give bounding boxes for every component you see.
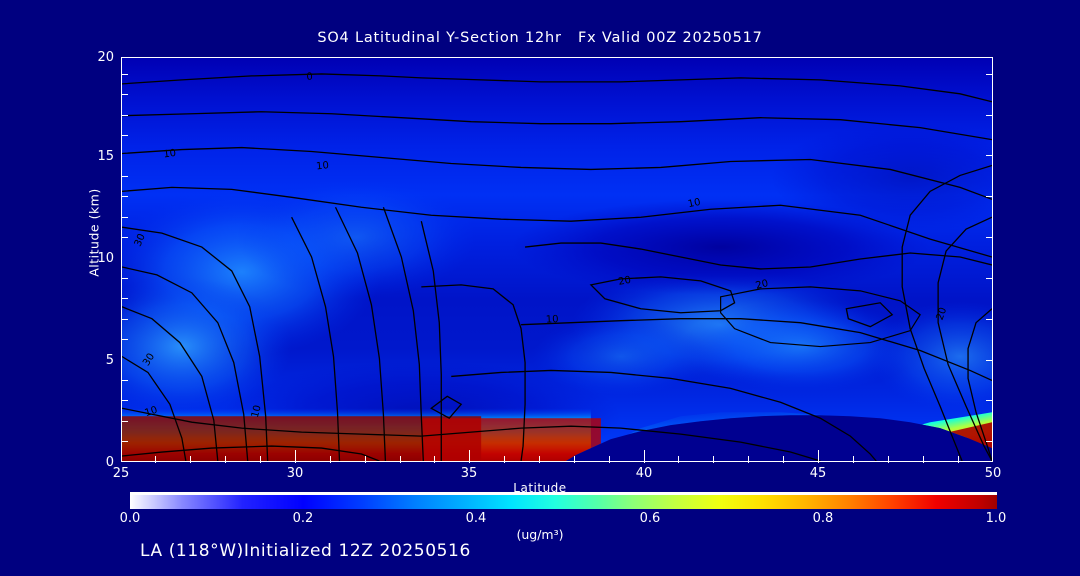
- x-tick-50: 50: [984, 466, 1002, 481]
- axis-tick: [678, 456, 680, 463]
- axis-tick: [609, 456, 611, 463]
- axis-tick: [121, 400, 128, 402]
- axis-tick: [986, 319, 993, 321]
- axis-tick: [121, 380, 128, 382]
- axis-tick: [190, 456, 192, 463]
- contour-labels: 0 10 10 10 10 20 20 20 30 30 10 10: [133, 71, 950, 419]
- y-tick-20: 20: [97, 50, 114, 65]
- contour-label: 10: [316, 160, 330, 172]
- colorbar-tick-4: 0.8: [812, 511, 834, 526]
- axis-tick: [986, 237, 993, 239]
- colorbar-units-label: (ug/m³): [516, 527, 564, 542]
- colorbar-tick-3: 0.6: [639, 511, 661, 526]
- axis-tick: [644, 450, 646, 463]
- chart-title: SO4 Latitudinal Y-Section 12hr Fx Valid …: [317, 30, 763, 46]
- contour-label: 10: [546, 314, 559, 326]
- axis-tick: [121, 298, 128, 300]
- axis-tick: [121, 278, 128, 280]
- axis-tick: [986, 155, 993, 157]
- colorbar-tick-1: 0.2: [292, 511, 314, 526]
- axis-tick: [121, 441, 128, 443]
- x-tick-40: 40: [635, 466, 653, 481]
- axis-tick: [121, 115, 128, 117]
- axis-tick: [365, 456, 367, 463]
- colorbar[interactable]: [130, 495, 997, 509]
- axis-tick: [121, 217, 128, 219]
- cross-section-field: 0 10 10 10 10 20 20 20 30 30 10 10: [122, 58, 992, 461]
- contour-label-extra: 10: [143, 405, 158, 419]
- x-axis-label: Latitude: [513, 481, 567, 495]
- contour-label: 10: [163, 148, 177, 161]
- contour-label: 30: [133, 232, 148, 248]
- axis-tick: [121, 135, 128, 137]
- axis-tick: [121, 176, 128, 178]
- axis-tick: [295, 450, 297, 463]
- axis-tick: [713, 456, 715, 463]
- axis-tick: [121, 196, 128, 198]
- contour-label: 20: [617, 275, 631, 288]
- axis-tick: [986, 441, 993, 443]
- contour-label: 20: [755, 278, 770, 292]
- axis-tick: [748, 456, 750, 463]
- axis-tick: [958, 456, 960, 463]
- contour-label: 0: [306, 71, 313, 82]
- axis-tick: [121, 74, 128, 76]
- axis-tick: [818, 450, 820, 463]
- contour-label-extra: 10: [250, 404, 264, 419]
- terrain-mask: [565, 415, 992, 461]
- footer-caption: LA (118°W)Initialized 12Z 20250516: [140, 541, 471, 561]
- y-tick-15: 15: [97, 149, 114, 164]
- axis-tick: [121, 339, 128, 341]
- axis-tick: [783, 456, 785, 463]
- colorbar-tick-5: 1.0: [985, 511, 1007, 526]
- axis-tick: [986, 278, 993, 280]
- axis-tick: [155, 456, 157, 463]
- axis-tick: [121, 94, 128, 96]
- axis-tick: [986, 360, 993, 362]
- axis-tick: [434, 456, 436, 463]
- axis-tick: [260, 456, 262, 463]
- axis-tick: [121, 421, 128, 423]
- axis-tick: [923, 456, 925, 463]
- colorbar-tick-0: 0.0: [119, 511, 141, 526]
- axis-tick: [574, 456, 576, 463]
- axis-tick: [225, 456, 227, 463]
- axis-tick: [986, 115, 993, 117]
- colorbar-tick-2: 0.4: [465, 511, 487, 526]
- axis-tick: [330, 456, 332, 463]
- axis-tick: [121, 319, 128, 321]
- y-tick-5: 5: [105, 353, 114, 368]
- axis-tick: [986, 196, 993, 198]
- contour-lines: [122, 73, 992, 461]
- x-tick-25: 25: [112, 466, 130, 481]
- axis-tick: [853, 456, 855, 463]
- axis-tick: [121, 237, 128, 239]
- x-tick-45: 45: [809, 466, 827, 481]
- y-tick-10: 10: [97, 251, 114, 266]
- axis-tick: [986, 400, 993, 402]
- plot-area[interactable]: 0 10 10 10 10 20 20 20 30 30 10 10: [121, 57, 993, 462]
- contour-label: 10: [687, 197, 702, 210]
- colorbar-top-rule: [130, 492, 997, 495]
- axis-tick: [504, 456, 506, 463]
- axis-tick: [539, 456, 541, 463]
- contour-label: 20: [935, 306, 950, 322]
- axis-tick: [469, 450, 471, 463]
- axis-tick: [986, 74, 993, 76]
- y-tick-0: 0: [105, 455, 114, 470]
- axis-tick: [888, 456, 890, 463]
- axis-tick: [400, 456, 402, 463]
- x-tick-35: 35: [460, 466, 478, 481]
- x-tick-30: 30: [286, 466, 304, 481]
